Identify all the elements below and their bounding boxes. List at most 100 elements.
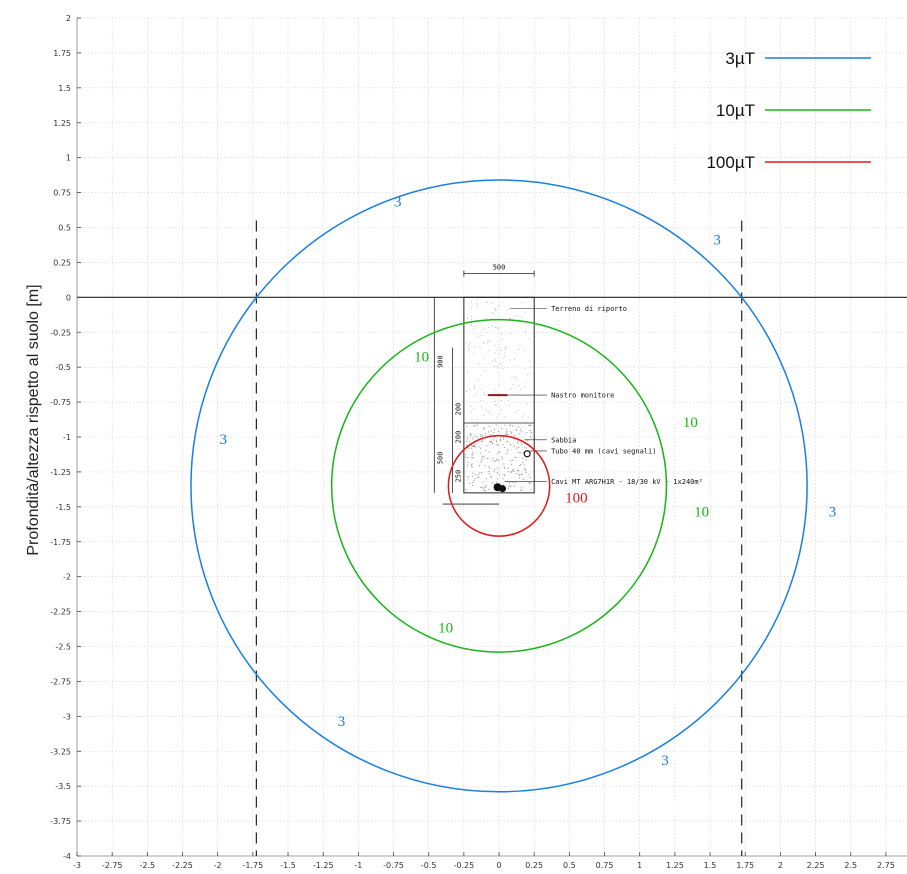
contour-label-text: 100 <box>565 491 588 507</box>
sand-dot <box>480 440 483 442</box>
soil-dot <box>502 358 504 360</box>
soil-dot <box>501 339 503 341</box>
sand-dot <box>472 457 474 459</box>
soil-dot <box>501 409 503 411</box>
legend-label: 100µT <box>706 153 755 172</box>
soil-dot <box>490 411 492 413</box>
sand-dot <box>510 471 512 474</box>
sand-dot <box>467 457 469 459</box>
sand-dot <box>513 434 516 437</box>
y-tick-label: -3 <box>63 712 71 721</box>
x-tick-label: -2.75 <box>102 861 123 870</box>
sand-dot <box>499 436 501 438</box>
y-tick-label: -2.25 <box>50 608 71 617</box>
sand-dot <box>483 456 485 458</box>
soil-dot <box>498 327 500 329</box>
sand-dot <box>490 434 492 436</box>
soil-dot <box>522 416 524 418</box>
soil-dot <box>469 389 471 391</box>
sand-dot <box>525 459 527 461</box>
soil-dot <box>505 346 507 348</box>
sand-dot <box>502 443 504 446</box>
sand-dot <box>495 439 497 441</box>
sand-dot <box>488 467 490 469</box>
sand-dot <box>499 440 501 442</box>
soil-dot <box>476 303 478 305</box>
sand-dot <box>517 442 519 445</box>
soil-dot <box>473 328 475 330</box>
sand-dot <box>518 473 521 476</box>
sand-dot <box>488 470 490 472</box>
soil-dot <box>467 371 469 373</box>
sand-dot <box>496 443 498 445</box>
sand-dot <box>465 456 467 458</box>
soil-dot <box>468 349 470 351</box>
sand-dot <box>468 447 470 449</box>
sand-dot <box>483 427 486 429</box>
sand-dot <box>482 428 485 430</box>
sand-dot <box>505 432 507 434</box>
sand-dot <box>519 452 522 454</box>
soil-dot <box>509 404 511 406</box>
y-tick-label: -3.75 <box>50 817 71 826</box>
depth-dimension-label: 900 <box>436 355 444 368</box>
soil-dot <box>496 419 498 421</box>
soil-dot <box>504 355 506 357</box>
contour-label-text: 3 <box>220 432 228 448</box>
sand-dot <box>473 445 476 448</box>
contour-label-text: 3 <box>661 753 669 769</box>
sand-dot <box>471 481 474 484</box>
x-tick-label: 2.75 <box>877 861 895 870</box>
sand-dot <box>508 481 511 484</box>
sand-dot <box>469 441 471 443</box>
soil-dot <box>515 411 517 413</box>
soil-dot <box>500 332 502 334</box>
sand-dot <box>466 440 468 442</box>
sand-dot <box>481 460 483 462</box>
y-tick-label: -1 <box>63 433 71 442</box>
sand-dot <box>509 424 511 426</box>
soil-dot <box>510 388 512 390</box>
soil-dot <box>473 408 475 410</box>
sand-dot <box>476 436 478 438</box>
soil-dot <box>501 419 503 421</box>
soil-dot <box>529 361 531 363</box>
soil-dot <box>512 383 514 385</box>
y-tick-label: -0.5 <box>55 363 71 372</box>
y-tick-label: -0.75 <box>50 398 71 407</box>
soil-dot <box>477 335 479 337</box>
soil-dot <box>524 349 526 351</box>
sand-dot <box>478 465 480 467</box>
sand-dot <box>513 485 516 487</box>
soil-dot <box>509 359 511 361</box>
sand-dot <box>501 427 503 430</box>
sand-dot <box>523 468 526 470</box>
sand-dot <box>495 481 498 483</box>
sand-dot <box>466 476 468 478</box>
sand-dot <box>526 447 528 449</box>
soil-dot <box>506 309 508 311</box>
soil-dot <box>470 301 472 303</box>
soil-dot <box>498 352 500 354</box>
sand-dot <box>493 470 495 472</box>
sand-dot <box>484 490 486 492</box>
x-tick-label: 0.5 <box>563 861 576 870</box>
sand-dot <box>507 467 509 469</box>
sand-dot <box>485 449 487 452</box>
soil-dot <box>486 318 488 320</box>
contour-label-text: 3 <box>394 195 402 211</box>
soil-dot <box>509 333 511 335</box>
soil-dot <box>509 318 511 320</box>
soil-dot <box>520 389 522 391</box>
soil-dot <box>507 399 509 401</box>
sand-dot <box>509 443 512 446</box>
depth-dimension-label: 250 <box>455 470 463 483</box>
soil-dot <box>487 412 489 414</box>
signal-pipe <box>523 450 531 458</box>
soil-dot <box>480 388 482 390</box>
sand-dot <box>521 430 523 432</box>
sand-dot <box>530 489 532 491</box>
soil-dot <box>466 317 468 319</box>
sand-dot <box>506 433 508 436</box>
sand-dot <box>470 464 472 466</box>
